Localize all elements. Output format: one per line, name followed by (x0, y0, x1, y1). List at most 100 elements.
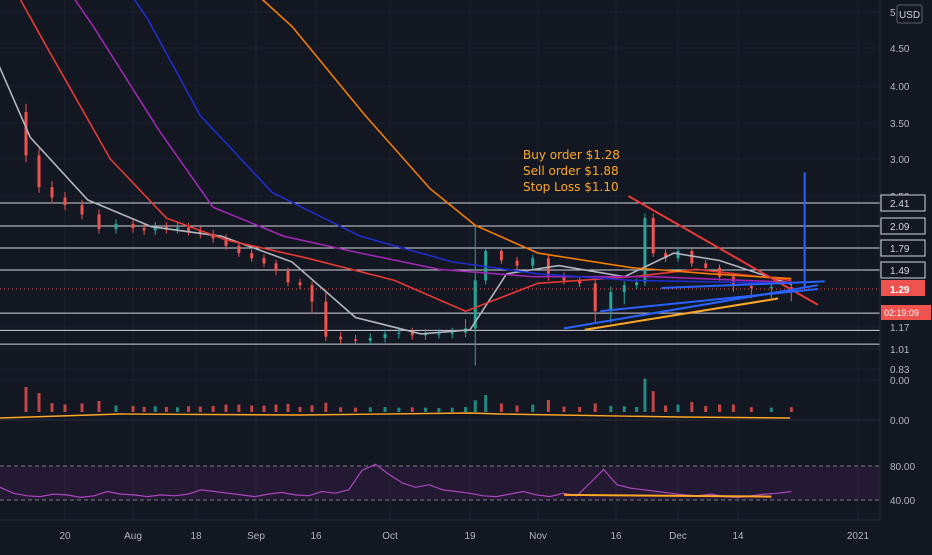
volume-bar (274, 404, 278, 412)
volume-bar (353, 407, 357, 412)
candle-body (339, 336, 343, 340)
candle-body (731, 276, 735, 287)
trendline (600, 288, 819, 313)
volume-bar (424, 407, 428, 412)
last-price-label: 1.29 (890, 285, 910, 296)
volume-bar (704, 405, 708, 412)
candle-body (250, 253, 254, 259)
level-tag (880, 217, 926, 235)
candle-body (224, 238, 228, 246)
volume-bar (164, 406, 168, 412)
price-scale[interactable]: USD 54.504.003.503.002.501.171.010.830.0… (879, 0, 932, 550)
volume-bar (142, 406, 146, 412)
candle-body (515, 260, 519, 266)
volume-bar (635, 406, 639, 412)
candle-body (237, 245, 241, 254)
level-tag-label: 1.79 (890, 244, 910, 255)
price-tick-label: 0.83 (890, 365, 910, 376)
candle-body (643, 218, 647, 283)
price-tick-label: 1.17 (890, 323, 910, 334)
volume-bar (324, 402, 328, 412)
candle-body (769, 287, 773, 289)
candle-body (153, 226, 157, 231)
volume-bar (310, 405, 314, 412)
candle-body (789, 287, 793, 289)
candle-body (531, 258, 535, 266)
volume-bar (769, 407, 773, 412)
price-tick-label: 4.50 (890, 44, 910, 55)
moving-average-line (0, 65, 792, 335)
candle-body (562, 276, 566, 281)
annotation-stop-loss: Stop Loss $1.10 (523, 180, 619, 194)
candle-body (704, 263, 708, 268)
volume-bar (97, 401, 101, 412)
price-tick-label: 3.00 (890, 155, 910, 166)
trendlines[interactable] (563, 172, 825, 331)
volume-bar (578, 406, 582, 412)
candle-body (37, 155, 41, 188)
rsi-panel (0, 463, 880, 501)
candle-body (450, 332, 454, 334)
candle-body (397, 332, 401, 334)
volume-bar (50, 403, 54, 412)
time-tick-label: 16 (610, 531, 622, 542)
candle-body (63, 197, 67, 206)
volume-bar (464, 406, 468, 412)
volume-bar (562, 406, 566, 412)
time-tick-label: Nov (529, 531, 547, 542)
candle-body (262, 258, 266, 264)
countdown-tag (881, 305, 931, 320)
volume-bar (676, 404, 680, 412)
level-tag (880, 194, 926, 212)
volume-bar (651, 391, 655, 412)
volume-bar (250, 405, 254, 412)
candle-body (187, 227, 191, 232)
volume-bar (175, 407, 179, 412)
candle-body (749, 286, 753, 289)
currency-badge[interactable]: USD (896, 4, 923, 24)
volume-bar (339, 407, 343, 412)
time-scale[interactable]: 20 Aug 18 Sep 16 Oct 19 Nov 16 Dec 14 2021 (0, 519, 880, 542)
volume-bar (484, 395, 488, 412)
candle-body (664, 253, 668, 259)
volume-bar (153, 406, 157, 412)
price-tick-label: 4.00 (890, 82, 910, 93)
candle-body (690, 250, 694, 264)
volume-bar (450, 407, 454, 412)
annotation-buy-order: Buy order $1.28 (523, 148, 620, 162)
candle-body (80, 205, 84, 215)
volume-bar (473, 400, 477, 412)
volume-bar (609, 405, 613, 412)
level-tag (880, 239, 926, 257)
volume-bar (298, 406, 302, 412)
candle-body (593, 283, 597, 312)
candle-body (211, 234, 215, 239)
volume-bar (131, 405, 135, 412)
time-tick-label: Dec (669, 531, 687, 542)
time-tick-label: 2021 (847, 531, 870, 542)
volume-bar (224, 404, 228, 412)
volume-bar (397, 407, 401, 412)
volume-bar (664, 405, 668, 412)
volume-bar (410, 407, 414, 412)
volume-bar (789, 407, 793, 412)
candle-body (622, 285, 626, 293)
candle-body (24, 111, 28, 156)
candle-body (274, 263, 278, 271)
candle-body (368, 338, 372, 341)
trade-annotation[interactable]: Buy order $1.28 Sell order $1.88 Stop Lo… (523, 148, 620, 194)
candle-body (310, 285, 314, 302)
candle-body (175, 227, 179, 229)
volume-bar (731, 404, 735, 412)
rsi-divergence-line (563, 493, 772, 498)
volume-bar (622, 406, 626, 412)
volume-bar (63, 404, 67, 412)
annotation-sell-order: Sell order $1.88 (523, 164, 619, 178)
volume-bar (286, 403, 290, 412)
volume-bar (211, 405, 215, 412)
volume-bar (80, 403, 84, 412)
volume-bar (749, 407, 753, 412)
price-tick-label: 0.00 (890, 376, 910, 387)
